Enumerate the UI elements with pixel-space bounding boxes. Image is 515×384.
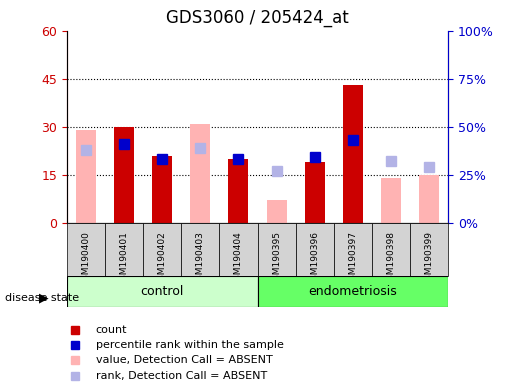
Text: GSM190401: GSM190401 xyxy=(119,231,129,286)
Text: GSM190399: GSM190399 xyxy=(424,231,434,286)
FancyBboxPatch shape xyxy=(410,223,448,276)
Text: rank, Detection Call = ABSENT: rank, Detection Call = ABSENT xyxy=(96,371,267,381)
Text: GSM190402: GSM190402 xyxy=(158,231,167,286)
Bar xyxy=(114,127,134,223)
Text: GSM190396: GSM190396 xyxy=(310,231,319,286)
FancyBboxPatch shape xyxy=(372,223,410,276)
Text: endometriosis: endometriosis xyxy=(308,285,397,298)
Text: GSM190403: GSM190403 xyxy=(196,231,205,286)
Text: GSM190397: GSM190397 xyxy=(348,231,357,286)
FancyBboxPatch shape xyxy=(143,223,181,276)
Bar xyxy=(229,159,248,223)
Bar xyxy=(343,85,363,223)
Bar xyxy=(152,156,172,223)
Bar xyxy=(76,130,96,223)
FancyBboxPatch shape xyxy=(67,276,258,307)
Text: GSM190400: GSM190400 xyxy=(81,231,91,286)
Bar xyxy=(267,200,286,223)
Bar xyxy=(305,162,324,223)
Text: GSM190404: GSM190404 xyxy=(234,231,243,286)
Bar xyxy=(381,178,401,223)
Text: GSM190395: GSM190395 xyxy=(272,231,281,286)
Text: count: count xyxy=(96,325,127,335)
FancyBboxPatch shape xyxy=(258,223,296,276)
FancyBboxPatch shape xyxy=(219,223,258,276)
FancyBboxPatch shape xyxy=(334,223,372,276)
Text: disease state: disease state xyxy=(5,293,79,303)
FancyBboxPatch shape xyxy=(105,223,143,276)
FancyBboxPatch shape xyxy=(296,223,334,276)
FancyBboxPatch shape xyxy=(181,223,219,276)
Bar xyxy=(191,124,210,223)
Bar xyxy=(419,175,439,223)
Text: control: control xyxy=(141,285,184,298)
Text: ▶: ▶ xyxy=(39,291,48,304)
Text: percentile rank within the sample: percentile rank within the sample xyxy=(96,340,284,350)
FancyBboxPatch shape xyxy=(67,223,105,276)
Text: GSM190398: GSM190398 xyxy=(386,231,396,286)
Text: value, Detection Call = ABSENT: value, Detection Call = ABSENT xyxy=(96,356,272,366)
FancyBboxPatch shape xyxy=(258,276,448,307)
Title: GDS3060 / 205424_at: GDS3060 / 205424_at xyxy=(166,9,349,26)
